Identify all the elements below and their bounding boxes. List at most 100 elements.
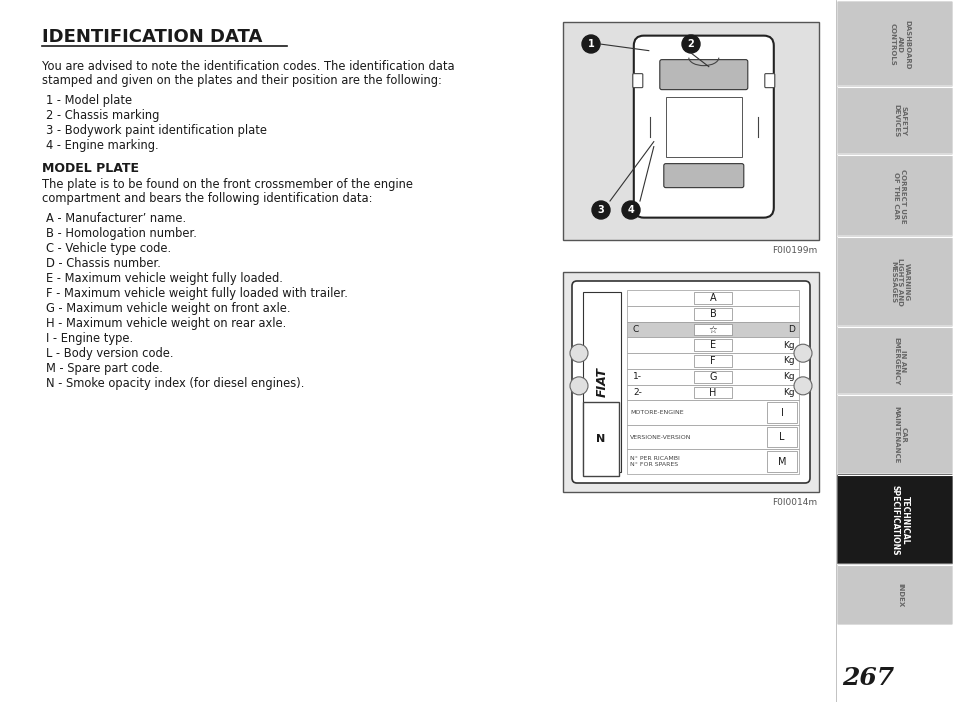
Text: MODEL PLATE: MODEL PLATE <box>42 162 139 175</box>
FancyBboxPatch shape <box>659 60 747 90</box>
Bar <box>766 402 796 423</box>
Text: CAR
MAINTENANCE: CAR MAINTENANCE <box>893 406 905 464</box>
Bar <box>665 97 741 157</box>
Bar <box>626 400 799 425</box>
Text: C: C <box>633 325 639 334</box>
Text: stamped and given on the plates and their position are the following:: stamped and given on the plates and thei… <box>42 74 441 87</box>
Text: IDENTIFICATION DATA: IDENTIFICATION DATA <box>42 28 262 46</box>
Bar <box>626 306 799 322</box>
Text: F0I0014m: F0I0014m <box>771 498 816 507</box>
Text: F0I0199m: F0I0199m <box>771 246 816 255</box>
FancyBboxPatch shape <box>572 281 809 483</box>
Text: VERSIONE-VERSION: VERSIONE-VERSION <box>629 435 691 439</box>
Text: C - Vehicle type code.: C - Vehicle type code. <box>46 242 171 255</box>
Text: TECHNICAL
SPECIFICATIONS: TECHNICAL SPECIFICATIONS <box>889 485 909 555</box>
Bar <box>693 307 731 319</box>
Text: N: N <box>596 435 605 444</box>
Bar <box>582 292 620 472</box>
Circle shape <box>793 344 811 362</box>
Text: Kg: Kg <box>782 340 794 350</box>
Circle shape <box>592 201 609 219</box>
FancyBboxPatch shape <box>836 326 952 395</box>
Text: FIAT: FIAT <box>595 367 608 397</box>
Bar <box>626 322 799 338</box>
Text: DASHBOARD
AND
CONTROLS: DASHBOARD AND CONTROLS <box>889 20 909 69</box>
Text: 1: 1 <box>587 39 594 49</box>
Text: 1-: 1- <box>633 372 641 381</box>
Text: IN AN
EMERGENCY: IN AN EMERGENCY <box>893 337 905 385</box>
Text: SAFETY
DEVICES: SAFETY DEVICES <box>893 105 905 138</box>
Bar <box>582 402 618 476</box>
FancyBboxPatch shape <box>836 564 952 625</box>
Bar <box>693 292 731 304</box>
Text: Kg: Kg <box>782 357 794 366</box>
FancyBboxPatch shape <box>633 36 773 218</box>
Text: INDEX: INDEX <box>896 583 902 607</box>
Text: I: I <box>780 408 782 418</box>
Bar <box>562 272 818 492</box>
Text: 2: 2 <box>687 39 694 49</box>
Text: B: B <box>709 309 716 319</box>
Text: B - Homologation number.: B - Homologation number. <box>46 227 196 240</box>
Text: G: G <box>708 372 716 382</box>
Text: I - Engine type.: I - Engine type. <box>46 332 133 345</box>
Text: A - Manufacturer’ name.: A - Manufacturer’ name. <box>46 212 186 225</box>
Text: MOTORE-ENGINE: MOTORE-ENGINE <box>629 410 683 415</box>
Text: compartment and bears the following identification data:: compartment and bears the following iden… <box>42 192 372 205</box>
FancyBboxPatch shape <box>836 236 952 327</box>
Text: CORRECT USE
OF THE CAR: CORRECT USE OF THE CAR <box>893 168 905 223</box>
Bar <box>693 371 731 383</box>
Bar <box>626 425 799 449</box>
FancyBboxPatch shape <box>836 474 952 565</box>
Text: 2-: 2- <box>633 388 641 397</box>
Text: D: D <box>787 325 794 334</box>
Bar <box>626 369 799 385</box>
Bar <box>626 353 799 369</box>
FancyBboxPatch shape <box>836 394 952 475</box>
Text: 4 - Engine marking.: 4 - Engine marking. <box>46 139 158 152</box>
Text: ☆: ☆ <box>708 324 717 334</box>
FancyBboxPatch shape <box>663 164 743 187</box>
Circle shape <box>621 201 639 219</box>
FancyBboxPatch shape <box>632 74 642 88</box>
Bar <box>626 290 799 306</box>
Circle shape <box>793 377 811 395</box>
Text: 4: 4 <box>627 205 634 215</box>
Bar <box>693 324 731 336</box>
Bar <box>693 339 731 351</box>
FancyBboxPatch shape <box>764 74 774 88</box>
Text: 3: 3 <box>597 205 604 215</box>
FancyBboxPatch shape <box>836 1 952 87</box>
Text: G - Maximum vehicle weight on front axle.: G - Maximum vehicle weight on front axle… <box>46 302 291 315</box>
Circle shape <box>569 344 587 362</box>
Text: You are advised to note the identification codes. The identification data: You are advised to note the identificati… <box>42 60 455 73</box>
Bar <box>766 451 796 472</box>
Bar <box>626 385 799 400</box>
Text: D - Chassis number.: D - Chassis number. <box>46 257 161 270</box>
Text: WARNING
LIGHTS AND
MESSAGES: WARNING LIGHTS AND MESSAGES <box>889 258 909 306</box>
FancyBboxPatch shape <box>836 154 952 237</box>
Text: L: L <box>779 432 784 442</box>
Text: N° PER RICAMBI
N° FOR SPARES: N° PER RICAMBI N° FOR SPARES <box>629 456 679 467</box>
Text: Kg: Kg <box>782 372 794 381</box>
Circle shape <box>681 35 700 53</box>
Text: F: F <box>709 356 715 366</box>
Text: A: A <box>709 293 716 303</box>
Text: The plate is to be found on the front crossmember of the engine: The plate is to be found on the front cr… <box>42 178 413 191</box>
Bar <box>626 449 799 474</box>
Text: M - Spare part code.: M - Spare part code. <box>46 362 163 375</box>
Text: H: H <box>709 388 716 397</box>
Bar <box>693 355 731 367</box>
Text: 3 - Bodywork paint identification plate: 3 - Bodywork paint identification plate <box>46 124 267 137</box>
Text: M: M <box>777 457 785 467</box>
Bar <box>766 427 796 447</box>
Circle shape <box>569 377 587 395</box>
Text: E: E <box>709 340 716 350</box>
Text: F - Maximum vehicle weight fully loaded with trailer.: F - Maximum vehicle weight fully loaded … <box>46 287 348 300</box>
Bar <box>693 387 731 399</box>
Text: 1 - Model plate: 1 - Model plate <box>46 94 132 107</box>
Circle shape <box>581 35 599 53</box>
Bar <box>562 22 818 240</box>
Text: N - Smoke opacity index (for diesel engines).: N - Smoke opacity index (for diesel engi… <box>46 377 304 390</box>
Text: 2 - Chassis marking: 2 - Chassis marking <box>46 109 159 122</box>
